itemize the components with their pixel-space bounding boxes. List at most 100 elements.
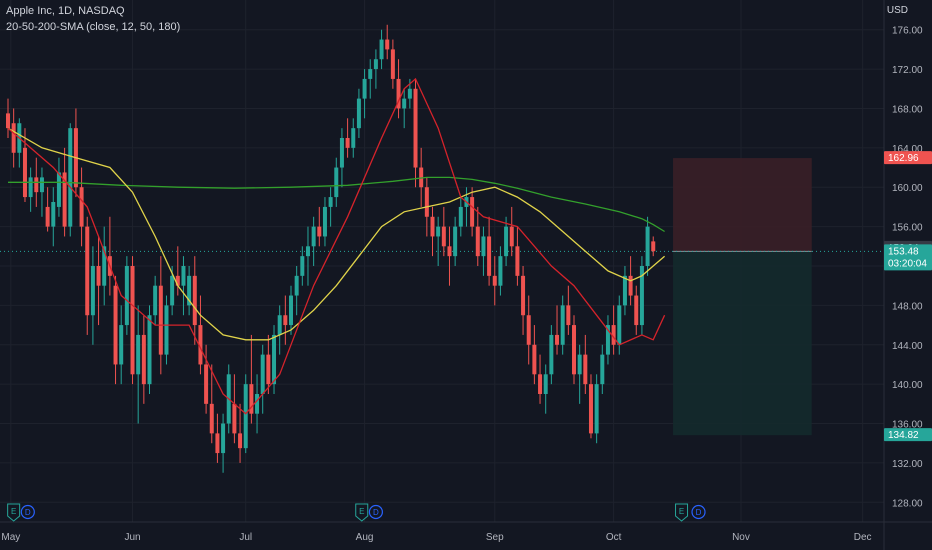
candle-55[interactable] bbox=[317, 226, 322, 237]
candle-58[interactable] bbox=[334, 167, 339, 198]
sma-mid-line[interactable] bbox=[7, 127, 666, 341]
candle-75[interactable] bbox=[430, 216, 435, 237]
candle-61[interactable] bbox=[351, 128, 356, 148]
candle-8[interactable] bbox=[51, 202, 56, 227]
candle-48[interactable] bbox=[277, 315, 282, 335]
candle-105[interactable] bbox=[600, 354, 605, 385]
candle-95[interactable] bbox=[543, 374, 548, 394]
candle-44[interactable] bbox=[255, 394, 260, 414]
candle-69[interactable] bbox=[396, 78, 401, 109]
candle-26[interactable] bbox=[153, 285, 158, 316]
candle-30[interactable] bbox=[175, 275, 180, 286]
dividend-icon-5[interactable] bbox=[691, 504, 706, 520]
candle-98[interactable] bbox=[560, 305, 565, 345]
candle-87[interactable] bbox=[498, 256, 503, 286]
candle-49[interactable] bbox=[283, 315, 288, 326]
candle-57[interactable] bbox=[328, 197, 333, 207]
candle-9[interactable] bbox=[56, 172, 61, 207]
candle-11[interactable] bbox=[68, 128, 73, 227]
candle-14[interactable] bbox=[85, 226, 90, 316]
candle-72[interactable] bbox=[413, 88, 418, 168]
candle-35[interactable] bbox=[204, 364, 209, 404]
candle-0[interactable] bbox=[6, 113, 10, 129]
candle-79[interactable] bbox=[453, 226, 458, 257]
candle-6[interactable] bbox=[39, 177, 44, 193]
candle-97[interactable] bbox=[555, 334, 560, 345]
candle-59[interactable] bbox=[339, 138, 344, 168]
candle-20[interactable] bbox=[119, 325, 124, 365]
candle-70[interactable] bbox=[402, 98, 407, 109]
candle-53[interactable] bbox=[305, 246, 310, 257]
candle-82[interactable] bbox=[470, 197, 475, 227]
candle-24[interactable] bbox=[141, 334, 146, 385]
candle-25[interactable] bbox=[147, 315, 152, 385]
dividend-icon-1[interactable] bbox=[20, 504, 35, 520]
candle-31[interactable] bbox=[181, 266, 186, 286]
candle-17[interactable] bbox=[102, 246, 107, 286]
candle-113[interactable] bbox=[645, 226, 650, 266]
candle-13[interactable] bbox=[79, 187, 84, 227]
dividend-icon-3[interactable] bbox=[368, 504, 383, 520]
candle-45[interactable] bbox=[260, 354, 265, 394]
candle-88[interactable] bbox=[504, 226, 509, 257]
candle-50[interactable] bbox=[289, 295, 293, 326]
price-label-2[interactable] bbox=[884, 244, 932, 271]
candle-107[interactable] bbox=[611, 325, 616, 345]
candle-86[interactable] bbox=[492, 275, 497, 286]
price-label-0[interactable] bbox=[884, 151, 932, 165]
candle-102[interactable] bbox=[583, 354, 588, 385]
candle-84[interactable] bbox=[481, 236, 486, 257]
candle-29[interactable] bbox=[170, 275, 175, 306]
candle-62[interactable] bbox=[356, 98, 361, 129]
candle-104[interactable] bbox=[594, 384, 599, 434]
candle-54[interactable] bbox=[311, 226, 316, 247]
candle-90[interactable] bbox=[515, 246, 520, 276]
candle-114[interactable] bbox=[651, 241, 656, 252]
candle-27[interactable] bbox=[158, 285, 163, 355]
candle-100[interactable] bbox=[572, 325, 576, 375]
candle-66[interactable] bbox=[379, 39, 384, 60]
candle-47[interactable] bbox=[272, 334, 277, 385]
stop-loss-zone[interactable] bbox=[673, 158, 812, 252]
candle-106[interactable] bbox=[605, 325, 610, 355]
candle-10[interactable] bbox=[62, 172, 67, 227]
candle-64[interactable] bbox=[368, 69, 373, 79]
candle-110[interactable] bbox=[628, 275, 633, 296]
candle-51[interactable] bbox=[294, 275, 299, 296]
take-profit-zone[interactable] bbox=[673, 251, 812, 436]
candle-85[interactable] bbox=[487, 236, 492, 276]
candle-33[interactable] bbox=[192, 275, 197, 326]
candle-101[interactable] bbox=[577, 354, 582, 375]
candle-5[interactable] bbox=[34, 177, 39, 193]
candle-103[interactable] bbox=[588, 384, 593, 434]
candle-34[interactable] bbox=[198, 325, 203, 365]
candle-68[interactable] bbox=[390, 49, 395, 79]
candle-4[interactable] bbox=[28, 177, 33, 198]
candle-94[interactable] bbox=[538, 374, 543, 394]
candle-15[interactable] bbox=[90, 266, 95, 316]
candle-22[interactable] bbox=[130, 266, 135, 375]
indicator-legend[interactable]: 20-50-200-SMA (close, 12, 50, 180) bbox=[6, 21, 181, 33]
candle-32[interactable] bbox=[187, 275, 192, 306]
candle-76[interactable] bbox=[436, 226, 441, 237]
candle-108[interactable] bbox=[617, 305, 622, 345]
candle-21[interactable] bbox=[124, 266, 129, 326]
candle-3[interactable] bbox=[22, 147, 27, 198]
candle-36[interactable] bbox=[209, 403, 214, 434]
candle-63[interactable] bbox=[362, 78, 367, 99]
candle-46[interactable] bbox=[266, 354, 271, 385]
candle-83[interactable] bbox=[475, 226, 480, 257]
candle-71[interactable] bbox=[407, 88, 412, 99]
candle-99[interactable] bbox=[566, 305, 571, 326]
candle-78[interactable] bbox=[447, 246, 452, 257]
candle-77[interactable] bbox=[441, 226, 446, 247]
candle-96[interactable] bbox=[549, 334, 554, 375]
candle-37[interactable] bbox=[215, 433, 220, 454]
candle-109[interactable] bbox=[622, 275, 627, 306]
candle-93[interactable] bbox=[532, 344, 537, 375]
candle-28[interactable] bbox=[164, 305, 169, 355]
candle-74[interactable] bbox=[424, 187, 429, 217]
candle-67[interactable] bbox=[385, 39, 390, 50]
candle-23[interactable] bbox=[136, 334, 141, 375]
